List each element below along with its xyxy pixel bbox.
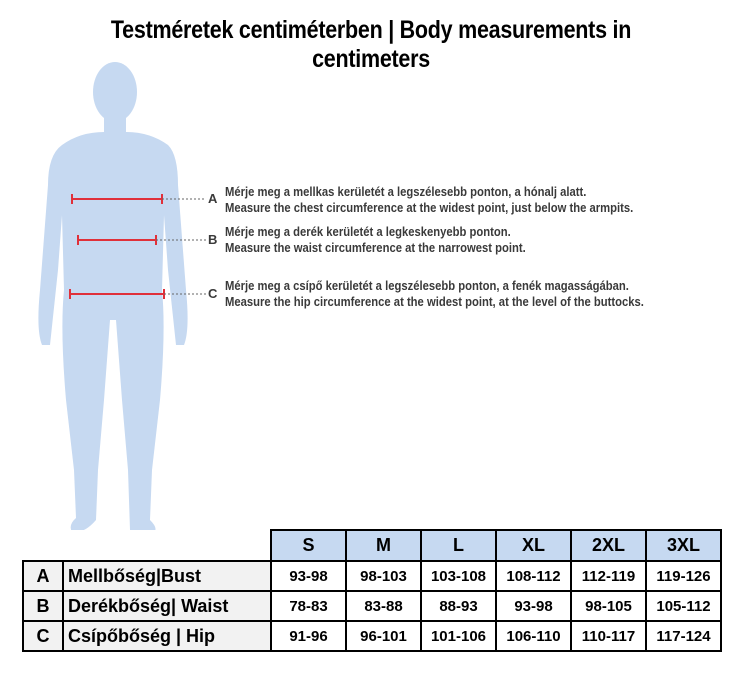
- cell: 119-126: [645, 560, 722, 592]
- measurement-b-text: Mérje meg a derék kerületét a legkeskeny…: [225, 224, 526, 256]
- cell: 98-103: [345, 560, 422, 592]
- size-header: S: [270, 529, 347, 562]
- cell: 101-106: [420, 620, 497, 652]
- cell: 117-124: [645, 620, 722, 652]
- size-header: 2XL: [570, 529, 647, 562]
- cell: 112-119: [570, 560, 647, 592]
- cell: 83-88: [345, 590, 422, 622]
- instruction-hu: Mérje meg a mellkas kerületét a legszéle…: [225, 185, 587, 199]
- size-header: XL: [495, 529, 572, 562]
- row-letter: A: [22, 560, 64, 592]
- size-header: L: [420, 529, 497, 562]
- measurement-a-text: Mérje meg a mellkas kerületét a legszéle…: [225, 184, 633, 216]
- page-title: Testméretek centiméterben | Body measure…: [110, 16, 632, 73]
- table-row: A Mellbőség|Bust 93-98 98-103 103-108 10…: [22, 560, 722, 592]
- measurement-c-text: Mérje meg a csípő kerületét a legszélese…: [225, 278, 644, 310]
- size-header: M: [345, 529, 422, 562]
- cell: 108-112: [495, 560, 572, 592]
- marker-a: A: [208, 191, 218, 206]
- instruction-hu: Mérje meg a derék kerületét a legkeskeny…: [225, 225, 511, 239]
- row-label: Mellbőség|Bust: [62, 560, 272, 592]
- cell: 96-101: [345, 620, 422, 652]
- human-silhouette: [38, 62, 188, 534]
- cell: 110-117: [570, 620, 647, 652]
- size-header-row: S M L XL 2XL 3XL: [23, 529, 722, 562]
- size-table: S M L XL 2XL 3XL A Mellbőség|Bust 93-98 …: [22, 529, 722, 652]
- cell: 93-98: [495, 590, 572, 622]
- row-label: Derékbőség| Waist: [62, 590, 272, 622]
- cell: 78-83: [270, 590, 347, 622]
- cell: 98-105: [570, 590, 647, 622]
- marker-b: B: [208, 232, 218, 247]
- instruction-en: Measure the hip circumference at the wid…: [225, 295, 644, 309]
- cell: 105-112: [645, 590, 722, 622]
- cell: 91-96: [270, 620, 347, 652]
- row-letter: B: [22, 590, 64, 622]
- table-row: C Csípőbőség | Hip 91-96 96-101 101-106 …: [22, 620, 722, 652]
- instruction-en: Measure the chest circumference at the w…: [225, 201, 634, 215]
- instruction-en: Measure the waist circumference at the n…: [225, 241, 526, 255]
- cell: 106-110: [495, 620, 572, 652]
- cell: 103-108: [420, 560, 497, 592]
- table-row: B Derékbőség| Waist 78-83 83-88 88-93 93…: [22, 590, 722, 622]
- row-letter: C: [22, 620, 64, 652]
- marker-c: C: [208, 286, 218, 301]
- instruction-hu: Mérje meg a csípő kerületét a legszélese…: [225, 279, 629, 293]
- size-header: 3XL: [645, 529, 722, 562]
- cell: 88-93: [420, 590, 497, 622]
- row-label: Csípőbőség | Hip: [62, 620, 272, 652]
- cell: 93-98: [270, 560, 347, 592]
- empty-corner: [23, 530, 271, 561]
